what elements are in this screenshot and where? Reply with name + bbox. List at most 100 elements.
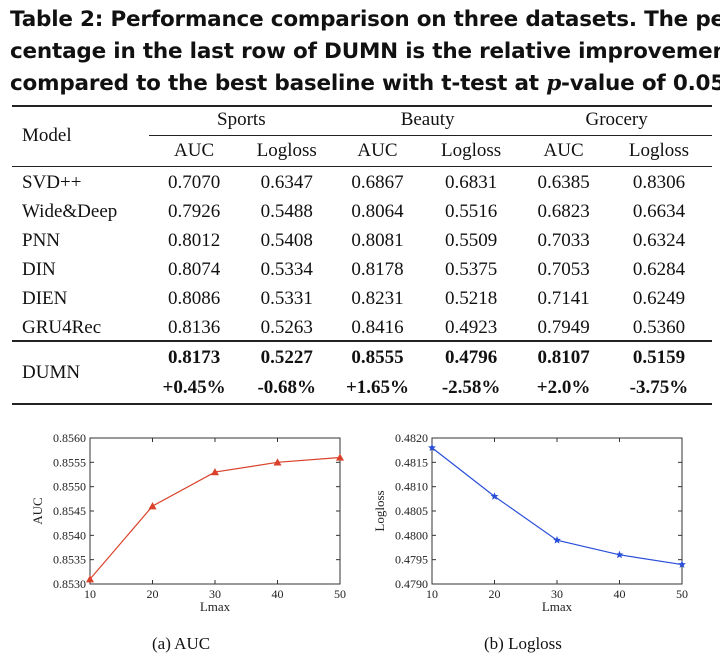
dumn-value: 0.8173 bbox=[167, 346, 221, 368]
metric-value: 0.6867 bbox=[351, 172, 404, 193]
improvement-value: -0.68% bbox=[257, 376, 317, 398]
y-tick-label: 0.8535 bbox=[53, 553, 86, 567]
baseline-rows: SVD++ 0.7070 0.6347 0.6867 0.6831 0.6385 0.830… bbox=[12, 166, 712, 343]
metric-value: 0.8306 bbox=[632, 172, 686, 193]
plot-frame bbox=[431, 437, 683, 585]
series-line bbox=[89, 456, 341, 580]
x-tick-label: 50 bbox=[676, 587, 688, 601]
metric-value: 0.6324 bbox=[632, 230, 686, 251]
group-header-beauty: Beauty bbox=[334, 106, 522, 136]
y-tick-label: 0.4800 bbox=[395, 528, 428, 542]
table-row: Wide&Deep 0.7926 0.5488 0.8064 0.5516 0.6823 0… bbox=[12, 198, 712, 227]
caption-line-3-start: compared to the best baseline with t-tes… bbox=[10, 71, 547, 96]
series-line bbox=[431, 447, 683, 566]
metric-header: Logloss bbox=[239, 135, 334, 167]
table-row: SVD++ 0.7070 0.6347 0.6867 0.6831 0.6385 0.830… bbox=[12, 166, 712, 198]
metric-value: 0.5509 bbox=[444, 230, 498, 251]
table-row: DIEN 0.8086 0.5331 0.8231 0.5218 0.7141 0.6249 bbox=[12, 285, 712, 314]
y-tick-label: 0.4820 bbox=[395, 431, 428, 445]
caption-line-2: centage in the last row of DUMN is the r… bbox=[10, 39, 720, 64]
metric-header: AUC bbox=[334, 135, 421, 167]
data-point bbox=[428, 443, 436, 452]
chart-svg: 0.8530 0.8535 0.8540 0.8545 0.8550 0.8555 0.85… bbox=[30, 431, 346, 614]
y-tick-label: 0.4795 bbox=[395, 553, 428, 567]
metric-value: 0.7070 bbox=[167, 172, 221, 193]
metric-value: 0.7033 bbox=[537, 230, 590, 251]
table-row-improvement: +0.45% -0.68% +1.65% -2.58% +2.0% -3.75% bbox=[12, 373, 712, 403]
table-mid-rule bbox=[12, 340, 712, 342]
improvement-value: +0.45% bbox=[162, 376, 226, 398]
model-name: DIEN bbox=[22, 288, 68, 309]
dumn-value: 0.4796 bbox=[444, 346, 498, 368]
table-header-groups: Model Sports Beauty Grocery bbox=[12, 106, 712, 167]
x-tick-label: 30 bbox=[209, 587, 221, 601]
chart-svg: 0.4790 0.4795 0.4800 0.4805 0.4810 0.4815 0.48… bbox=[372, 431, 688, 614]
model-header: Model bbox=[12, 106, 149, 167]
improvement-value: -2.58% bbox=[441, 376, 501, 398]
table-row: GRU4Rec 0.8136 0.5263 0.8416 0.4923 0.7949 0.5… bbox=[12, 314, 712, 343]
metric-value: 0.6284 bbox=[632, 259, 686, 280]
y-tick-label: 0.8545 bbox=[53, 504, 86, 518]
subcaption-auc: (a) AUC bbox=[152, 634, 211, 653]
x-tick-label: 40 bbox=[614, 587, 626, 601]
metric-value: 0.8136 bbox=[167, 317, 221, 338]
y-tick-label: 0.8540 bbox=[53, 528, 86, 542]
improvement-value: +1.65% bbox=[345, 376, 410, 398]
data-point bbox=[148, 502, 157, 510]
metric-value: 0.4923 bbox=[444, 317, 498, 338]
metric-header: Logloss bbox=[605, 135, 712, 167]
data-point bbox=[86, 575, 94, 583]
metric-header: AUC bbox=[148, 135, 240, 167]
metric-value: 0.8416 bbox=[351, 317, 404, 338]
model-name: DIN bbox=[22, 259, 56, 280]
metric-value: 0.6385 bbox=[537, 172, 590, 193]
x-axis-label: Lmax bbox=[200, 599, 231, 614]
table-row-dumn: DUMN 0.8173 0.5227 0.8555 0.4796 0.8107 … bbox=[12, 343, 712, 383]
metric-value: 0.6831 bbox=[444, 172, 498, 193]
metric-value: 0.6249 bbox=[632, 288, 686, 309]
metric-value: 0.6634 bbox=[632, 201, 686, 222]
dumn-value: 0.8107 bbox=[537, 346, 590, 368]
metric-value: 0.8231 bbox=[351, 288, 404, 309]
metric-value: 0.7141 bbox=[537, 288, 590, 309]
results-table: Model Sports Beauty Grocery AUC Logloss … bbox=[12, 106, 712, 403]
logloss-chart: 0.4790 0.4795 0.4800 0.4805 0.4810 0.4815 0.48… bbox=[360, 418, 720, 618]
table-bottom-rule bbox=[12, 403, 712, 405]
model-name-dumn: DUMN bbox=[22, 361, 81, 383]
table-row: PNN 0.8012 0.5408 0.8081 0.5509 0.7033 0.6324 bbox=[12, 227, 712, 256]
metric-value: 0.5218 bbox=[444, 288, 498, 309]
dumn-value: 0.8555 bbox=[351, 346, 404, 368]
caption-line-3-end: -value of 0.05. bbox=[561, 71, 720, 96]
y-tick-label: 0.8560 bbox=[53, 431, 86, 445]
y-tick-label: 0.4790 bbox=[395, 577, 428, 591]
metric-value: 0.8178 bbox=[351, 259, 404, 280]
metric-value: 0.5375 bbox=[444, 259, 498, 280]
caption-line-1: Table 2: Performance comparison on three… bbox=[10, 7, 720, 32]
x-tick-label: 10 bbox=[426, 587, 438, 601]
y-tick-label: 0.8550 bbox=[53, 480, 86, 494]
auc-chart: 0.8530 0.8535 0.8540 0.8545 0.8550 0.8555 0.85… bbox=[0, 418, 360, 618]
metric-header: Logloss bbox=[420, 135, 522, 167]
metric-value: 0.6347 bbox=[260, 172, 313, 193]
y-tick-label: 0.4815 bbox=[395, 455, 428, 469]
model-name: SVD++ bbox=[22, 172, 82, 193]
data-point bbox=[678, 560, 686, 568]
metric-value: 0.8074 bbox=[167, 259, 221, 280]
data-point bbox=[615, 550, 624, 559]
y-tick-label: 0.8530 bbox=[53, 577, 86, 591]
metric-value: 0.5263 bbox=[260, 317, 313, 338]
x-tick-label: 40 bbox=[272, 587, 284, 601]
caption-p-italic: p bbox=[546, 71, 562, 96]
metric-value: 0.8012 bbox=[167, 230, 221, 251]
x-tick-label: 50 bbox=[334, 587, 346, 601]
metric-value: 0.7926 bbox=[167, 201, 221, 222]
metric-value: 0.8081 bbox=[351, 230, 404, 251]
metric-value: 0.7053 bbox=[537, 259, 590, 280]
metric-header: AUC bbox=[521, 135, 606, 167]
dumn-value: 0.5159 bbox=[632, 346, 686, 368]
data-point bbox=[553, 536, 561, 544]
y-tick-label: 0.4805 bbox=[395, 504, 428, 518]
caption-line-3: compared to the best baseline with t-tes… bbox=[10, 68, 720, 100]
x-tick-label: 10 bbox=[84, 587, 96, 601]
metric-value: 0.7949 bbox=[537, 317, 590, 338]
